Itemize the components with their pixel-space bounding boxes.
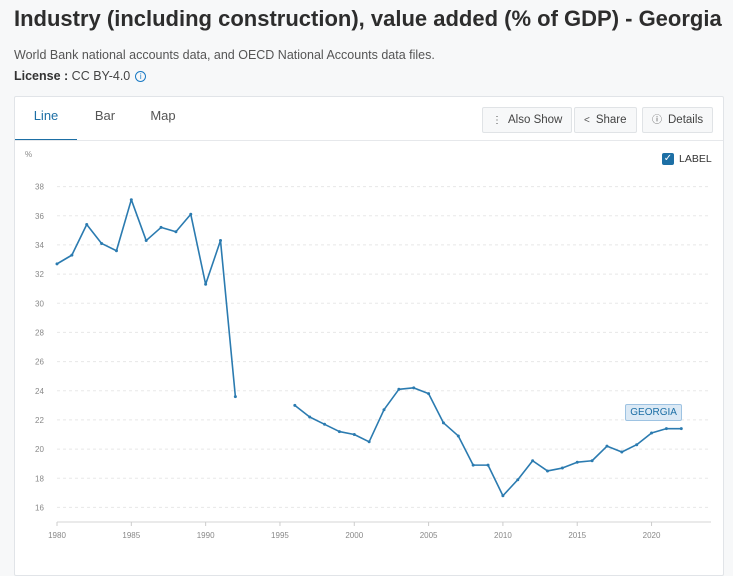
also-show-label: Also Show: [508, 114, 563, 126]
data-point: [219, 239, 222, 243]
x-tick-label: 1980: [48, 531, 66, 540]
source-note: World Bank national accounts data, and O…: [14, 48, 435, 62]
data-point: [412, 386, 416, 390]
license-line: License : CC BY-4.0 i: [14, 69, 147, 83]
y-tick-label: 30: [35, 299, 44, 308]
license-value: CC BY-4.0: [68, 69, 131, 83]
y-tick-label: 16: [35, 503, 44, 512]
y-tick-label: 36: [35, 212, 44, 221]
x-tick-label: 2010: [494, 531, 512, 540]
data-point: [367, 440, 371, 444]
x-tick-label: 2015: [568, 531, 586, 540]
data-point: [308, 415, 312, 419]
x-tick-label: 2000: [345, 531, 363, 540]
share-icon: <: [584, 115, 590, 126]
y-axis-unit-label: %: [25, 150, 32, 159]
data-point: [70, 253, 74, 257]
data-point: [159, 225, 163, 229]
data-point: [441, 421, 445, 425]
data-point: [144, 239, 148, 243]
data-point: [427, 392, 431, 396]
tab-bar[interactable]: Bar: [94, 108, 116, 123]
data-point: [486, 463, 490, 467]
data-point: [605, 444, 609, 448]
data-point: [382, 408, 386, 412]
more-vertical-icon: ⋮: [492, 115, 502, 126]
y-tick-label: 28: [35, 328, 44, 337]
data-point: [456, 434, 460, 438]
data-point: [560, 466, 564, 470]
label-checkbox[interactable]: ✓: [662, 153, 674, 165]
share-label: Share: [595, 114, 627, 126]
data-point: [174, 230, 178, 234]
data-point: [575, 460, 579, 464]
details-label: Details: [668, 114, 704, 126]
x-tick-label: 1995: [271, 531, 289, 540]
data-point: [397, 387, 401, 391]
data-point: [352, 433, 356, 436]
license-label: License :: [14, 69, 69, 83]
data-point: [650, 431, 654, 435]
y-tick-label: 20: [35, 445, 44, 454]
y-tick-label: 34: [35, 241, 44, 250]
data-point: [233, 395, 237, 399]
details-button[interactable]: ⓘ Details: [642, 107, 714, 133]
also-show-button[interactable]: ⋮ Also Show: [482, 107, 573, 133]
data-point: [85, 223, 89, 226]
series-line-georgia: [56, 198, 237, 397]
data-point: [55, 262, 59, 266]
data-point: [679, 427, 683, 431]
series-line-georgia: [294, 387, 682, 497]
info-icon: ⓘ: [652, 115, 662, 126]
data-point: [129, 198, 133, 202]
data-point: [323, 422, 327, 426]
data-point: [590, 459, 594, 463]
data-point: [100, 241, 104, 245]
y-tick-label: 22: [35, 416, 44, 425]
info-icon[interactable]: i: [135, 71, 147, 82]
page-title: Industry (including construction), value…: [14, 6, 722, 31]
x-tick-label: 2020: [643, 531, 661, 540]
data-point: [620, 450, 624, 454]
data-point: [531, 459, 535, 463]
y-tick-label: 32: [35, 270, 44, 279]
data-point: [337, 430, 341, 434]
y-tick-label: 24: [35, 387, 44, 396]
y-tick-label: 38: [35, 183, 44, 192]
data-point: [501, 494, 505, 498]
data-point: [114, 249, 118, 253]
data-point: [635, 443, 639, 447]
tab-map[interactable]: Map: [150, 108, 176, 123]
x-tick-label: 2005: [420, 531, 438, 540]
y-tick-label: 18: [35, 474, 44, 483]
x-tick-label: 1990: [197, 531, 215, 540]
tabs-divider: [15, 140, 723, 141]
label-checkbox-text: LABEL: [679, 153, 712, 165]
data-point: [516, 478, 520, 482]
data-point: [189, 212, 193, 216]
x-tick-label: 1985: [122, 531, 140, 540]
chart-card: Line Bar Map ⋮ Also Show < Share ⓘ Details …: [14, 96, 724, 576]
data-point: [471, 463, 475, 467]
data-point: [293, 403, 297, 407]
y-tick-label: 26: [35, 358, 44, 367]
data-point: [546, 469, 549, 473]
line-chart: % 16 18 20 22 24 26 28 30 32 34 36 38 1980 1985 1990 199…: [25, 150, 711, 540]
data-point: [204, 282, 208, 286]
series-label-tag: GEORGIA: [625, 403, 682, 421]
share-button[interactable]: < Share: [574, 107, 637, 133]
data-point: [664, 427, 668, 431]
